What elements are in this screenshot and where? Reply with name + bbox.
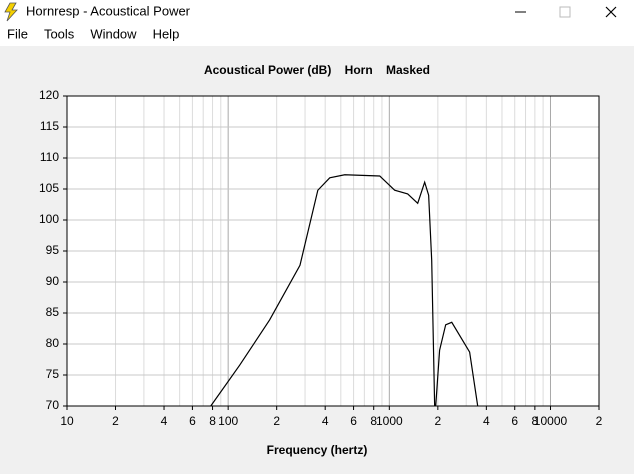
title-menu-bg — [0, 0, 634, 46]
y-tick-label: 85 — [46, 305, 60, 319]
x-tick-label: 10 — [60, 414, 74, 428]
menu-item[interactable]: Window — [90, 26, 137, 41]
y-tick-label: 105 — [39, 181, 59, 195]
menu-bar: File Tools Window Help — [7, 26, 179, 41]
x-tick-label: 10000 — [534, 414, 568, 428]
y-tick-label: 75 — [46, 367, 60, 381]
y-tick-label: 70 — [46, 398, 60, 412]
y-tick-label: 120 — [39, 88, 59, 102]
x-tick-label: 1000 — [376, 414, 403, 428]
plot-frame — [66, 95, 600, 407]
y-tick-label: 90 — [46, 274, 60, 288]
maximize-button[interactable] — [559, 6, 571, 18]
chart: Acoustical Power (dB) Horn Masked Freque… — [39, 63, 603, 457]
x-tick-label: 4 — [483, 414, 490, 428]
x-tick-label: 2 — [112, 414, 119, 428]
close-button[interactable] — [605, 6, 617, 18]
y-tick-label: 95 — [46, 243, 60, 257]
x-tick-label: 2 — [273, 414, 280, 428]
x-tick-label: 2 — [434, 414, 441, 428]
x-tick-label: 4 — [322, 414, 329, 428]
x-tick-label: 4 — [161, 414, 168, 428]
y-tick-label: 115 — [40, 119, 59, 133]
y-tick-label: 100 — [39, 212, 59, 226]
chart-title: Acoustical Power (dB) Horn Masked — [204, 63, 430, 77]
y-tick-label: 80 — [46, 336, 60, 350]
y-tick-label: 110 — [40, 150, 59, 164]
app-icon — [4, 2, 18, 22]
menu-item[interactable]: Help — [153, 26, 180, 41]
x-tick-label: 6 — [350, 414, 357, 428]
menu-item[interactable]: Tools — [44, 26, 75, 41]
x-axis-label: Frequency (hertz) — [267, 443, 368, 457]
window-title: Hornresp - Acoustical Power — [26, 3, 191, 18]
menu-item[interactable]: File — [7, 26, 28, 41]
x-tick-label: 8 — [532, 414, 539, 428]
x-tick-label: 6 — [189, 414, 196, 428]
data-line — [210, 174, 479, 406]
x-tick-label: 2 — [596, 414, 603, 428]
x-tick-label: 100 — [218, 414, 238, 428]
x-tick-label: 6 — [511, 414, 518, 428]
x-tick-label: 8 — [209, 414, 216, 428]
x-tick-label: 8 — [370, 414, 377, 428]
